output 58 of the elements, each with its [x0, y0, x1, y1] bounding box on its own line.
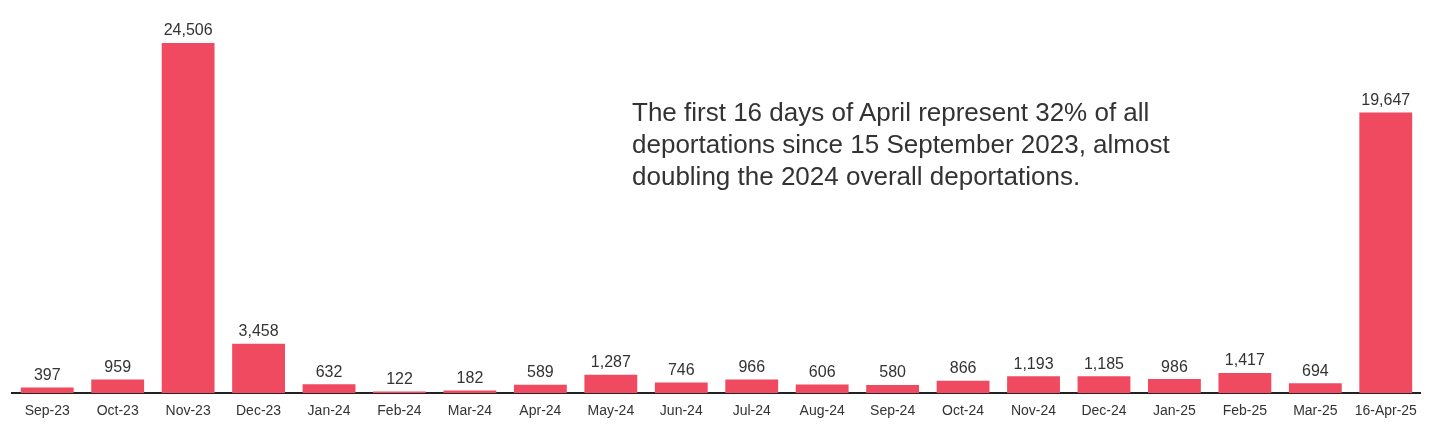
- data-label: 580: [879, 363, 907, 381]
- bar: [161, 43, 215, 394]
- data-label: 3,458: [238, 322, 279, 340]
- bar: [91, 379, 145, 394]
- bar: [654, 382, 708, 394]
- data-label: 694: [1301, 361, 1329, 379]
- data-label: 866: [949, 359, 977, 377]
- data-label: 1,417: [1224, 351, 1265, 369]
- data-label: 24,506: [163, 21, 213, 39]
- bar: [1359, 112, 1413, 394]
- bar: [302, 384, 356, 394]
- data-label: 1,193: [1013, 354, 1054, 372]
- bar: [232, 343, 285, 394]
- data-label: 1,185: [1083, 354, 1125, 372]
- data-label: 397: [33, 365, 61, 383]
- data-label: 182: [456, 369, 484, 387]
- bar: [1218, 372, 1272, 394]
- x-tick-label: 16-Apr-25: [1354, 402, 1418, 419]
- x-tick-label: Oct-23: [96, 402, 139, 419]
- x-tick-label: Dec-24: [1081, 402, 1127, 419]
- data-label: 966: [738, 357, 766, 375]
- data-label: 19,647: [1361, 90, 1411, 108]
- bar: [584, 374, 638, 394]
- data-label: 606: [808, 362, 836, 380]
- annotation: The first 16 days of April represent 32% of all deportations since 15 September 2023, almost doubling the 2024 overall deportations.: [632, 96, 1171, 192]
- bar: [725, 379, 779, 394]
- bar: [1288, 383, 1342, 394]
- data-label: 122: [386, 369, 413, 387]
- x-tick-label: Jan-25: [1153, 402, 1197, 419]
- x-tick-label: Sep-23: [24, 402, 71, 419]
- x-tick-label: May-24: [587, 402, 635, 419]
- bar: [1148, 379, 1201, 394]
- x-tick-label: Dec-23: [236, 402, 282, 419]
- x-tick-label: Jan-24: [307, 402, 351, 419]
- x-tick-label: Aug-24: [799, 402, 845, 419]
- bar: [513, 384, 567, 394]
- data-label: 746: [667, 360, 695, 378]
- x-tick-label: Feb-25: [1222, 402, 1268, 419]
- x-tick-label: Sep-24: [870, 402, 916, 419]
- x-tick-label: Apr-24: [519, 402, 562, 419]
- data-label: 589: [527, 363, 554, 381]
- data-label: 1,287: [590, 353, 631, 371]
- bar: [866, 384, 920, 394]
- bar: [936, 380, 990, 394]
- data-label: 632: [315, 362, 343, 380]
- data-label: 959: [104, 357, 132, 375]
- x-tick-label: Nov-23: [165, 402, 211, 419]
- bar: [1077, 376, 1131, 394]
- x-tick-label: Oct-24: [942, 402, 985, 419]
- x-tick-label: Jun-24: [659, 402, 703, 419]
- data-label: 986: [1161, 357, 1188, 375]
- bar: [795, 384, 849, 394]
- x-tick-label: Nov-24: [1010, 402, 1057, 419]
- x-tick-label: Mar-24: [447, 402, 493, 419]
- bar: [1007, 376, 1060, 394]
- x-tick-label: Feb-24: [377, 402, 422, 419]
- x-tick-label: Mar-25: [1293, 402, 1338, 419]
- x-tick-label: Jul-24: [732, 402, 771, 419]
